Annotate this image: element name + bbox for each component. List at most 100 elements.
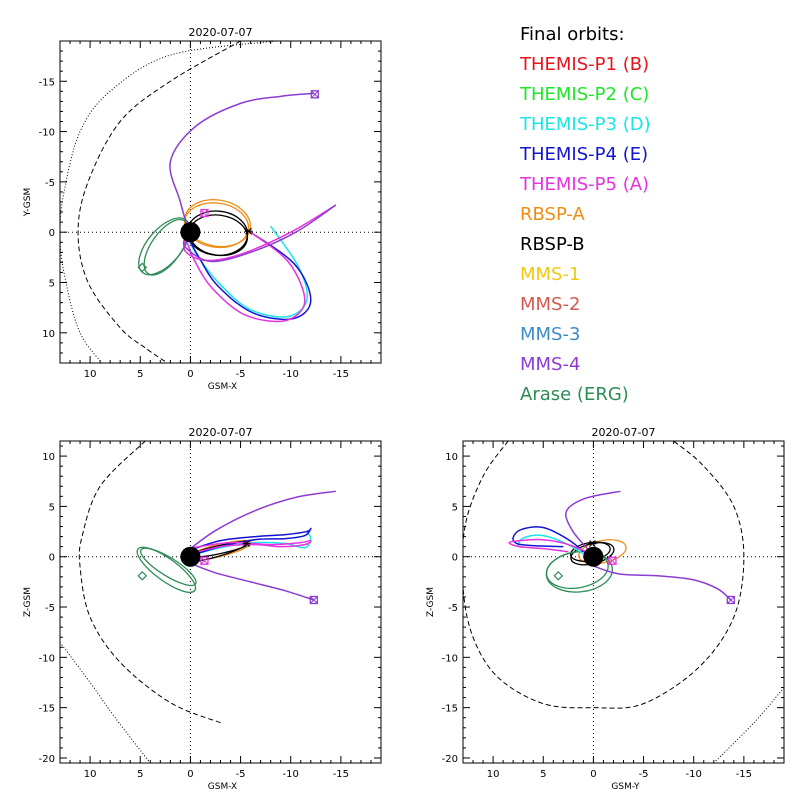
marker-asterisk — [242, 540, 251, 548]
plot-area — [60, 441, 381, 763]
marker-square — [608, 556, 617, 565]
orbit-arase-erg — [140, 547, 197, 587]
legend-entry-rbsp-a: RBSP-A — [520, 204, 585, 225]
y-tick-label: 0 — [452, 553, 458, 564]
plot-frame — [59, 440, 382, 764]
earth-disc — [180, 546, 201, 567]
legend-entry-mms-4: MMS-4 — [520, 354, 581, 375]
x-tick-label: 5 — [137, 769, 143, 780]
y-axis-label: Y-GSM — [23, 188, 33, 217]
y-tick-label: -15 — [442, 704, 458, 715]
y-tick-label: -15 — [39, 77, 55, 88]
panel-title: 2020-07-07 — [592, 426, 656, 439]
magnetopause-line — [463, 441, 745, 709]
legend-entry-themis-p1: THEMIS-P1 (B) — [520, 54, 650, 75]
legend-entry-mms-2: MMS-2 — [520, 294, 581, 315]
bow-shock-line — [60, 41, 276, 363]
y-tick-label: 10 — [42, 329, 55, 340]
orbit-arase-erg — [136, 546, 197, 593]
panel-title: 2020-07-07 — [189, 26, 253, 39]
legend: Final orbits: THEMIS-P1 (B) THEMIS-P2 (C… — [520, 20, 651, 410]
x-axis-label: GSM-Y — [611, 782, 640, 792]
x-tick-label: 5 — [137, 369, 143, 380]
orbit-mms-4 — [565, 490, 621, 550]
y-tick-label: -10 — [442, 653, 458, 664]
marker-square — [200, 208, 209, 218]
y-axis-label: Z-GSM — [426, 587, 436, 617]
marker-square — [310, 90, 319, 99]
plot-area — [60, 41, 381, 363]
legend-entry-mms-3: MMS-3 — [520, 324, 581, 345]
bow-shock-line — [60, 641, 151, 763]
x-tick-label: -15 — [333, 769, 349, 780]
x-tick-label: 10 — [84, 769, 97, 780]
y-tick-label: -10 — [39, 128, 55, 139]
y-tick-label: 0 — [49, 228, 55, 239]
x-tick-label: 10 — [487, 769, 500, 780]
orbit-mms-4 — [182, 204, 337, 263]
marker-asterisk — [244, 227, 253, 235]
marker-diamond — [137, 570, 148, 581]
legend-entry-themis-p2: THEMIS-P2 (C) — [520, 84, 650, 105]
y-tick-label: 5 — [452, 502, 458, 513]
x-tick-label: -10 — [686, 769, 702, 780]
x-tick-label: -15 — [736, 769, 752, 780]
x-tick-label: 0 — [590, 769, 596, 780]
earth-disc — [180, 222, 201, 243]
yz-panel: 10 5 0 -5 -10 -15 10 5 0 -5 -10 -15 -20 2020-07-07 GSM… — [426, 426, 785, 792]
y-tick-label: -10 — [39, 653, 55, 664]
orbit-themis-p5-a — [508, 538, 587, 553]
xz-panel: 10 5 0 -5 -10 -15 10 5 0 -5 -10 -15 -20 2020-07-07 GSM… — [23, 426, 382, 792]
x-tick-label: -10 — [283, 769, 299, 780]
y-tick-label: -15 — [39, 704, 55, 715]
xy-panel: 10 5 0 -5 -10 -15 10 5 0 -5 -10 -15 2020-07-07 GSM-X Y… — [23, 26, 382, 392]
y-tick-label: -20 — [442, 754, 458, 765]
marker-square — [200, 556, 209, 565]
x-tick-label: 5 — [540, 769, 546, 780]
orbit-themis-p5-a — [185, 231, 306, 323]
orbit-arase-erg — [545, 550, 609, 590]
bow-shock-line — [713, 687, 784, 763]
y-tick-label: 10 — [42, 452, 55, 463]
legend-entry-themis-p5: THEMIS-P5 (A) — [520, 174, 650, 195]
orbit-rbsp-a — [578, 539, 627, 565]
plot-frame — [462, 440, 785, 764]
y-tick-label: 5 — [49, 502, 55, 513]
x-tick-label: -5 — [236, 769, 246, 780]
marker-square — [309, 595, 318, 605]
legend-entry-rbsp-b: RBSP-B — [520, 234, 585, 255]
orbit-mms-4 — [186, 561, 315, 601]
orbit-mms-4 — [590, 564, 732, 601]
orbit-mms-4 — [185, 490, 336, 553]
orbit-themis-p4-e — [512, 526, 588, 556]
plot-frame — [59, 40, 382, 364]
orbit-arase-erg — [143, 218, 190, 276]
plot-area — [463, 441, 784, 763]
legend-entry-mms-1: MMS-1 — [520, 264, 581, 285]
y-tick-label: 10 — [445, 452, 458, 463]
x-axis-label: GSM-X — [208, 382, 237, 392]
legend-entry-arase: Arase (ERG) — [520, 384, 629, 405]
y-tick-label: 5 — [49, 279, 55, 290]
x-tick-label: -15 — [333, 369, 349, 380]
marker-asterisk — [588, 540, 597, 548]
x-tick-label: 0 — [187, 369, 193, 380]
orbit-mms-4 — [169, 92, 314, 239]
x-tick-label: 0 — [187, 769, 193, 780]
magnetopause-line — [78, 441, 221, 724]
y-tick-label: -5 — [45, 603, 55, 614]
orbit-themis-p5-a — [183, 204, 337, 262]
x-tick-label: -10 — [283, 369, 299, 380]
marker-diamond — [137, 262, 148, 273]
legend-entry-themis-p4: THEMIS-P4 (E) — [520, 144, 649, 165]
y-tick-label: 0 — [49, 553, 55, 564]
legend-heading: Final orbits: — [520, 24, 625, 45]
y-tick-label: -20 — [39, 754, 55, 765]
orbit-themis-p4-e — [187, 527, 312, 558]
y-tick-label: -5 — [448, 603, 458, 614]
y-axis-label: Z-GSM — [23, 587, 33, 617]
legend-entry-themis-p3: THEMIS-P3 (D) — [520, 114, 651, 135]
marker-diamond — [553, 570, 564, 581]
earth-disc — [583, 546, 604, 567]
